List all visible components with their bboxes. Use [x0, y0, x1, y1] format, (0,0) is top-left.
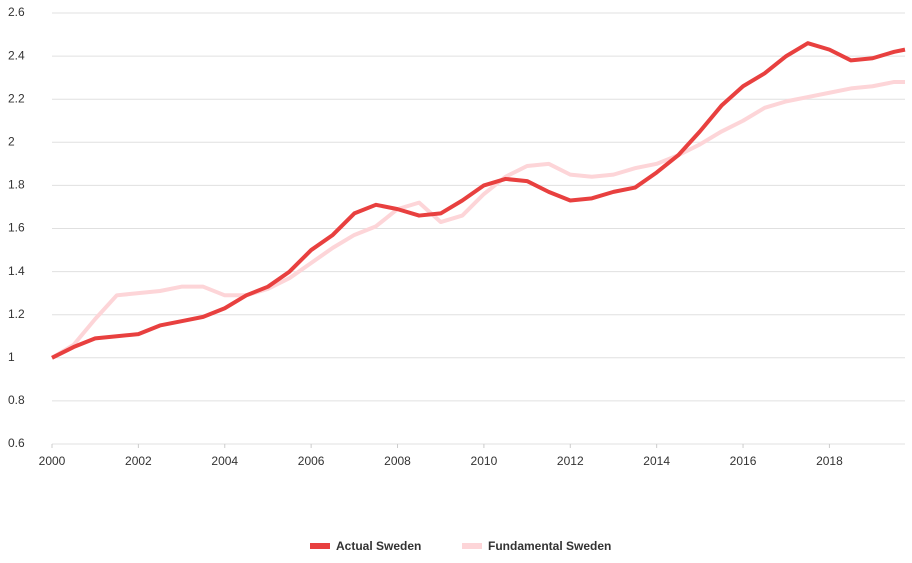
x-tick-label: 2008 [384, 454, 411, 468]
x-tick-label: 2012 [557, 454, 584, 468]
y-tick-label: 1.4 [8, 264, 25, 278]
x-tick-label: 2010 [471, 454, 498, 468]
y-tick-label: 2.2 [8, 91, 25, 105]
y-tick-label: 1.6 [8, 221, 25, 235]
y-tick-label: 2.4 [8, 48, 25, 62]
y-tick-label: 2 [8, 134, 15, 148]
x-tick-label: 2000 [39, 454, 66, 468]
legend: Actual Sweden Fundamental Sweden [310, 539, 611, 553]
y-tick-label: 1.8 [8, 178, 25, 192]
x-tick-label: 2018 [816, 454, 843, 468]
x-tick-label: 2014 [643, 454, 670, 468]
x-tick-label: 2016 [730, 454, 757, 468]
x-tick-label: 2006 [298, 454, 325, 468]
x-tick-label: 2002 [125, 454, 152, 468]
legend-swatch [310, 543, 330, 549]
line [50, 79, 905, 360]
legend-label: Fundamental Sweden [488, 539, 611, 553]
y-tick-label: 1 [8, 350, 15, 364]
y-tick-label: 1.2 [8, 307, 25, 321]
y-tick-label: 2.6 [8, 5, 25, 19]
line [51, 41, 906, 360]
legend-label: Actual Sweden [336, 539, 421, 553]
x-tick-label: 2004 [211, 454, 238, 468]
legend-swatch [462, 543, 482, 549]
y-tick-label: 0.6 [8, 436, 25, 450]
y-tick-label: 0.8 [8, 393, 25, 407]
